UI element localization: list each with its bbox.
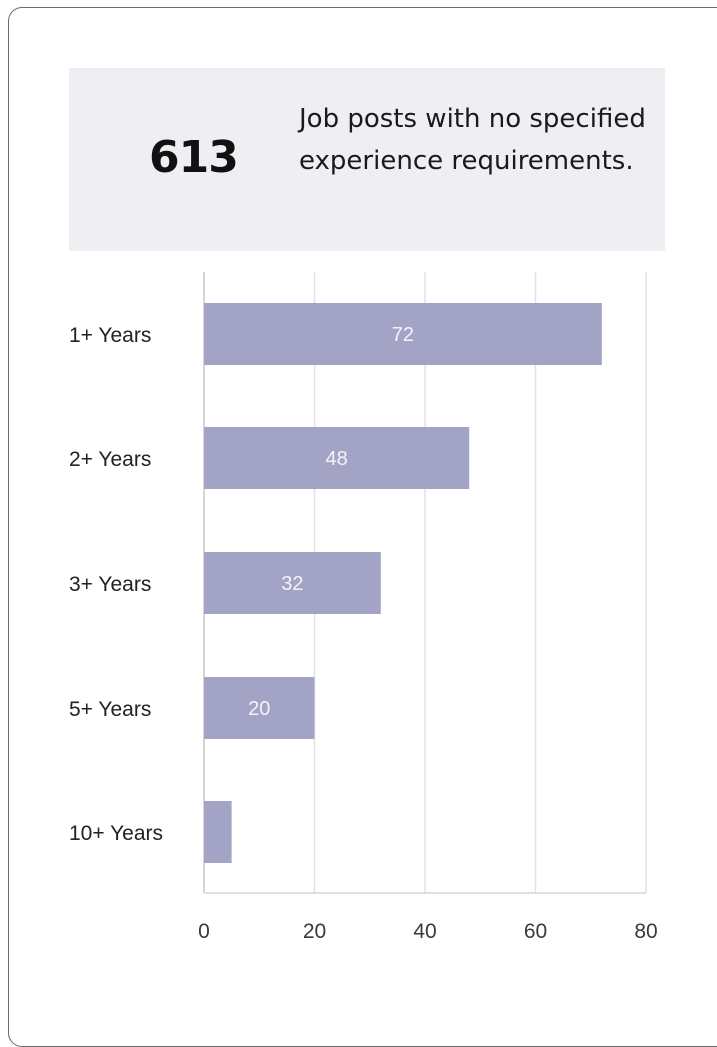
category-label: 2+ Years: [69, 448, 151, 471]
data-label: 72: [392, 324, 414, 346]
data-label: 20: [248, 698, 270, 720]
bar: [204, 303, 602, 365]
x-tick-label: 20: [303, 920, 326, 943]
category-label: 3+ Years: [69, 573, 151, 596]
bar-chart: 1+ Years 72 2+ Years 48 3+ Years 32 5+ Years 20…: [69, 272, 658, 943]
data-label: 48: [325, 448, 347, 470]
bar: [204, 552, 381, 614]
bar: [204, 677, 315, 739]
x-tick-label: 80: [634, 920, 657, 943]
category-label: 5+ Years: [69, 698, 151, 721]
category-label: 1+ Years: [69, 324, 151, 347]
bar: [204, 801, 232, 863]
stat-number: 613: [149, 132, 239, 183]
x-tick-label: 40: [413, 920, 436, 943]
category-label: 10+ Years: [69, 822, 163, 845]
x-tick-label: 60: [524, 920, 547, 943]
stat-box: 613 Job posts with no specified experien…: [69, 68, 665, 251]
stat-description: Job posts with no specified experience r…: [299, 104, 646, 176]
x-tick-label: 0: [198, 920, 210, 943]
bar: [204, 427, 470, 489]
data-label: 32: [281, 573, 303, 595]
